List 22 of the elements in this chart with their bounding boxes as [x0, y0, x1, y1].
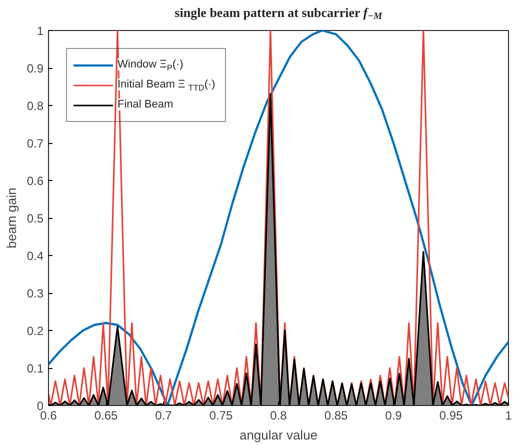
- y-tick-label: 0.9: [26, 62, 44, 76]
- y-tick-label: 0.2: [26, 324, 44, 338]
- legend-label: Final Beam: [118, 98, 174, 110]
- x-tick-label: 0.75: [209, 408, 234, 422]
- x-tick-label: 0.85: [324, 408, 348, 422]
- x-tick-label: 0.8: [270, 408, 288, 422]
- line-series: [48, 30, 508, 406]
- y-tick-label: 0.5: [26, 212, 44, 226]
- x-tick-label: 0.9: [385, 408, 402, 422]
- y-tick-label: 0.4: [26, 249, 44, 263]
- y-tick-label: 0.8: [26, 99, 44, 113]
- x-tick-label: 1: [505, 408, 512, 422]
- y-tick-label: 0.6: [26, 174, 44, 188]
- y-tick-label: 0.7: [26, 136, 44, 150]
- x-axis-title: angular value: [239, 428, 318, 442]
- y-tick-label: 1: [36, 24, 44, 38]
- y-axis-title: beam gain: [4, 188, 19, 248]
- x-tick-label: 0.7: [155, 408, 172, 422]
- y-tick-label: 0.1: [26, 362, 44, 376]
- x-tick-label: 0.95: [439, 408, 464, 422]
- x-tick-label: 0.65: [94, 408, 118, 422]
- y-tick-label: 0.3: [26, 286, 44, 300]
